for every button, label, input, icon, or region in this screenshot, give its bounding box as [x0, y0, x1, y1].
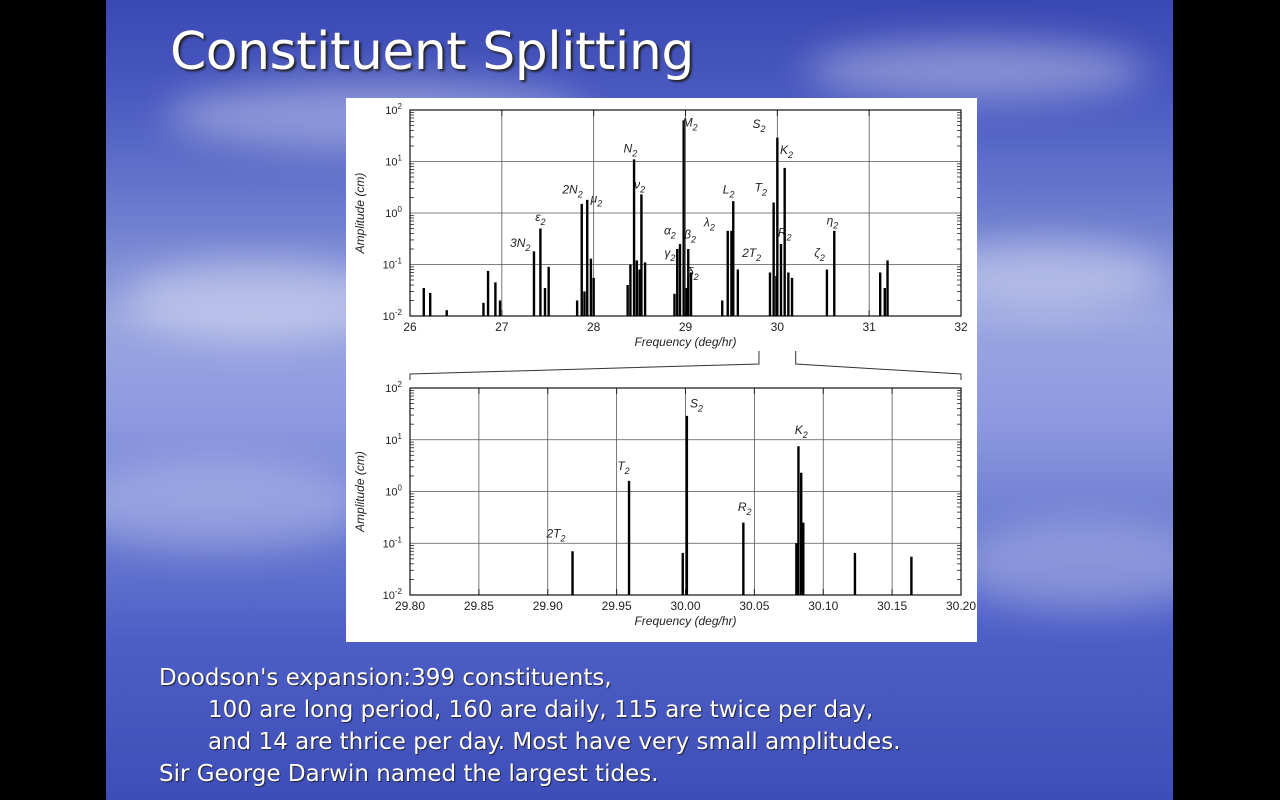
- chart-1-constituent-label: ζ2: [814, 246, 825, 263]
- chart-2-constituent-label: T2: [617, 459, 629, 476]
- slide: Constituent Splitting 26 27 28 29 30 31 32 10-2…: [106, 0, 1173, 800]
- chart-1-constituent-label: ν2: [634, 177, 645, 194]
- slide-title: Constituent Splitting: [170, 22, 694, 82]
- cloud-decoration: [806, 40, 1146, 100]
- chart-2-xtick-label: 29.95: [602, 599, 632, 613]
- chart-1-ytick-label: 102: [385, 102, 402, 117]
- chart-1-xlabel: Frequency (deg/hr): [634, 335, 736, 349]
- chart-1-constituent-label: M2: [683, 115, 698, 132]
- chart-1-constituent-label: γ2: [664, 246, 675, 263]
- cloud-decoration: [126, 260, 386, 340]
- chart-2-ytick-label: 102: [385, 380, 402, 395]
- chart-1-constituent-label: λ2: [703, 215, 715, 232]
- chart-1-xtick-label: 26: [403, 320, 417, 334]
- chart-2-constituent-label: S2: [690, 396, 703, 413]
- chart-panel: 26 27 28 29 30 31 32 10-2 10-1 100 101 102 3N2 ε2 2N2 μ…: [346, 98, 977, 642]
- chart-2-xtick-label: 30.20: [946, 599, 976, 613]
- chart-1-xtick-label: 30: [771, 320, 785, 334]
- chart-1-constituent-label: 2T2: [741, 246, 761, 263]
- chart-1-ylabel: Amplitude (cm): [353, 173, 367, 255]
- chart-1-constituent-label: K2: [780, 143, 793, 160]
- constituent-spectrum-chart: 26 27 28 29 30 31 32 10-2 10-1 100 101 102 3N2 ε2 2N2 μ…: [353, 102, 976, 628]
- chart-1-constituent-label: δ2: [687, 265, 699, 282]
- chart-1-constituent-label: L2: [723, 182, 735, 199]
- zoom-connector-right: [795, 351, 962, 380]
- chart-1-constituent-label: η2: [827, 213, 839, 230]
- cloud-decoration: [956, 520, 1173, 610]
- chart-2-xlabel: Frequency (deg/hr): [634, 614, 736, 628]
- chart-1-constituent-label: 2N2: [561, 182, 582, 199]
- chart-1-xtick-label: 29: [679, 320, 693, 334]
- cloud-decoration: [106, 460, 366, 550]
- chart-1-constituent-label: R2: [778, 225, 792, 242]
- chart-1-constituent-label: ε2: [535, 210, 545, 227]
- chart-2-xtick-label: 30.00: [670, 599, 700, 613]
- chart-2-ytick-label: 100: [385, 484, 402, 499]
- chart-2-frame: [409, 387, 962, 596]
- chart-2-ytick-label: 10-1: [383, 535, 403, 550]
- chart-2-ytick-label: 10-2: [383, 587, 403, 602]
- chart-1-xtick-label: 31: [862, 320, 876, 334]
- body-line-4: Sir George Darwin named the largest tide…: [159, 761, 659, 787]
- body-line-1: Doodson's expansion:399 constituents,: [159, 665, 612, 691]
- chart-2-ytick-label: 101: [385, 432, 402, 447]
- chart-1-ytick-label: 101: [385, 154, 402, 169]
- chart-2-xtick-label: 29.80: [395, 599, 425, 613]
- chart-1-constituent-label: α2: [664, 224, 676, 241]
- body-line-2: 100 are long period, 160 are daily, 115 …: [208, 697, 874, 723]
- chart-2-xtick-label: 30.10: [808, 599, 838, 613]
- chart-1-ytick-label: 10-2: [383, 308, 403, 323]
- zoom-connector-left: [409, 351, 760, 380]
- chart-2-constituent-label: 2T2: [545, 526, 565, 543]
- chart-1-constituent-label: T2: [755, 181, 767, 198]
- chart-1-xtick-label: 32: [954, 320, 968, 334]
- body-line-3: and 14 are thrice per day. Most have ver…: [208, 729, 901, 755]
- chart-1-xtick-label: 28: [587, 320, 601, 334]
- chart-2-constituent-label: K2: [795, 423, 808, 440]
- chart-1-xtick-label: 27: [495, 320, 509, 334]
- chart-1-constituent-label: β2: [683, 227, 696, 244]
- chart-2-constituent-label: R2: [738, 500, 752, 517]
- chart-2-xtick-label: 30.05: [739, 599, 769, 613]
- chart-1-ytick-label: 100: [385, 205, 402, 220]
- chart-2-ylabel: Amplitude (cm): [353, 451, 367, 533]
- chart-1-constituent-label: μ2: [590, 191, 603, 208]
- chart-1-constituent-label: 3N2: [510, 236, 530, 253]
- chart-1-constituent-label: S2: [752, 117, 765, 134]
- chart-1-constituent-label: N2: [624, 141, 638, 158]
- chart-2-xtick-label: 29.85: [464, 599, 494, 613]
- chart-2-xtick-label: 29.90: [533, 599, 563, 613]
- chart-2-xtick-label: 30.15: [877, 599, 907, 613]
- chart-1-ytick-label: 10-1: [383, 257, 403, 272]
